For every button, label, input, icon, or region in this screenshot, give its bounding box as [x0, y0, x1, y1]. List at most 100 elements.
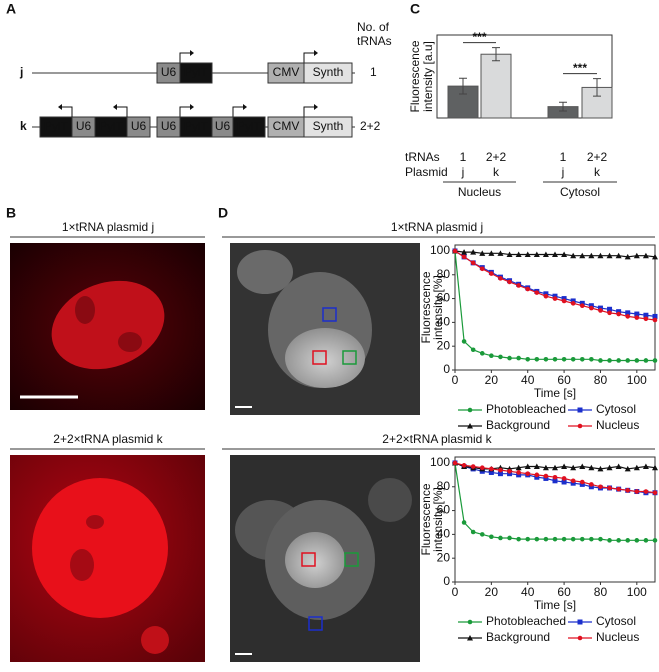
element-label: PylT [44, 119, 69, 133]
element-label: U6 [161, 119, 177, 133]
row-label: tRNAs [405, 150, 440, 164]
marker [479, 266, 485, 272]
x-tick-label: 20 [485, 373, 499, 387]
legend-marker [467, 619, 473, 625]
series-line [454, 250, 655, 362]
marker [552, 478, 558, 484]
legend-marker [577, 619, 583, 625]
marker [579, 463, 586, 470]
y-tick-label: 80 [437, 267, 451, 281]
y-tick-label: 60 [437, 291, 451, 305]
legend-label: Cytosol [596, 402, 636, 416]
element-label: U6 [131, 119, 147, 133]
header: No. of [357, 20, 390, 34]
category-label: 2+2 [486, 150, 507, 164]
marker [479, 250, 486, 256]
header: tRNAs [357, 34, 392, 48]
marker [552, 356, 558, 362]
x-tick-label: 0 [452, 585, 459, 599]
tRNA-count: 2+2 [360, 119, 381, 133]
marker [579, 303, 585, 309]
marker [552, 296, 558, 301]
marker [616, 311, 621, 317]
marker [489, 466, 494, 472]
marker [652, 317, 658, 323]
marker [470, 249, 477, 255]
image-title: 2+2×tRNA plasmid k [382, 432, 492, 446]
marker [579, 252, 586, 259]
marker [606, 252, 613, 259]
marker [607, 485, 612, 491]
y-axis-label: Fluorescence [419, 483, 433, 555]
marker [616, 538, 621, 543]
marker [561, 476, 567, 481]
marker [579, 536, 585, 542]
element-label: CMV [273, 65, 300, 79]
error-bar [593, 78, 601, 97]
marker [461, 249, 468, 255]
y-tick-label: 100 [430, 243, 450, 257]
legend-marker [467, 407, 473, 413]
marker [489, 353, 494, 359]
tRNA-count: 1 [370, 65, 377, 79]
marker [498, 535, 503, 541]
error-bar [492, 47, 500, 62]
marker [552, 464, 558, 471]
marker [479, 465, 485, 471]
marker [607, 310, 612, 316]
y-axis-label: Fluorescence [419, 271, 433, 343]
marker [534, 472, 540, 478]
element-label: PylT [99, 119, 124, 133]
element-label: PylT [237, 119, 262, 133]
category-label: 1 [460, 150, 467, 164]
marker [588, 484, 594, 490]
legend-marker [467, 423, 473, 429]
promoter-arrow [303, 106, 314, 117]
marker [461, 463, 467, 468]
marker [597, 465, 604, 472]
marker [552, 251, 558, 258]
element-box [303, 116, 353, 138]
marker [516, 472, 522, 478]
element-label: Synth [313, 119, 344, 133]
marker [552, 474, 558, 480]
marker [634, 311, 640, 317]
error-bar [559, 101, 567, 112]
marker [516, 536, 521, 542]
y-tick-label: 0 [443, 574, 450, 588]
element-box [179, 62, 213, 84]
y-axis-label: intensity [%] [431, 487, 445, 552]
marker [633, 252, 640, 259]
marker [625, 314, 631, 319]
arrow-head [314, 50, 318, 56]
legend-marker [577, 635, 583, 641]
element-label: Synth [313, 65, 344, 79]
image-title: 2+2×tRNA plasmid k [53, 432, 163, 446]
plasmid-name: j [19, 65, 23, 79]
marker [534, 536, 540, 542]
marker [479, 351, 485, 356]
micrograph [10, 243, 205, 410]
panel-label: A [6, 1, 16, 17]
arrow-head [243, 104, 247, 110]
x-tick-label: 60 [557, 373, 571, 387]
axes-frame [436, 34, 613, 119]
bar [480, 53, 512, 119]
micrograph [230, 243, 420, 415]
x-axis-label: Time [s] [534, 598, 576, 612]
legend-label: Background [486, 630, 550, 644]
marker [588, 464, 595, 471]
y-tick-label: 40 [437, 315, 451, 329]
x-tick-label: 100 [627, 373, 647, 387]
marker [543, 473, 549, 479]
arrow-head [58, 104, 62, 110]
marker [588, 252, 595, 259]
marker [589, 305, 594, 311]
marker [652, 490, 658, 496]
marker [525, 286, 531, 292]
x-tick-label: 40 [521, 373, 535, 387]
plasmid-label: j [561, 165, 565, 179]
marker [625, 310, 631, 316]
marker [643, 489, 649, 494]
category-label: 1 [560, 150, 567, 164]
